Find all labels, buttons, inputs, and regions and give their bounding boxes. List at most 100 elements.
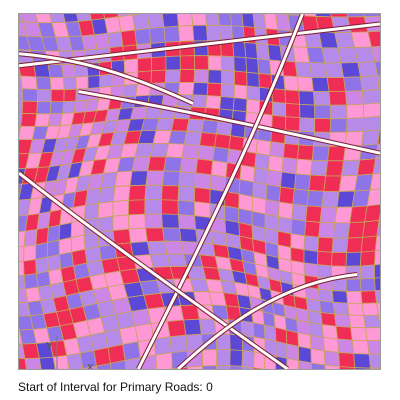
city-block bbox=[308, 174, 327, 192]
city-block bbox=[350, 326, 368, 342]
city-block bbox=[149, 142, 170, 158]
city-block bbox=[134, 28, 152, 46]
city-block bbox=[329, 104, 348, 120]
city-block bbox=[364, 204, 380, 223]
city-block bbox=[374, 263, 380, 279]
city-block bbox=[83, 202, 100, 221]
city-block bbox=[362, 115, 380, 132]
city-block bbox=[163, 240, 185, 255]
city-block bbox=[371, 46, 380, 63]
city-block bbox=[110, 359, 127, 369]
city-block bbox=[177, 82, 195, 96]
city-block bbox=[233, 70, 248, 87]
city-block bbox=[319, 300, 336, 315]
city-block bbox=[169, 334, 188, 354]
city-block bbox=[324, 62, 345, 78]
city-block bbox=[317, 264, 333, 279]
city-block bbox=[298, 360, 312, 369]
road-southwest bbox=[19, 171, 289, 369]
city-map-viewport[interactable]: y x bbox=[18, 13, 381, 370]
city-block bbox=[130, 241, 151, 257]
city-block bbox=[178, 171, 197, 188]
city-block bbox=[290, 218, 307, 237]
city-block bbox=[255, 43, 270, 61]
city-block bbox=[112, 214, 130, 232]
city-block bbox=[191, 14, 207, 26]
road-southeast bbox=[177, 273, 358, 369]
city-block bbox=[117, 14, 136, 33]
city-block bbox=[378, 89, 380, 104]
city-block bbox=[215, 120, 233, 137]
city-block bbox=[194, 55, 209, 71]
city-block bbox=[332, 222, 351, 239]
city-block bbox=[298, 90, 315, 106]
city-block bbox=[343, 76, 363, 92]
city-block bbox=[177, 214, 197, 230]
city-block bbox=[317, 236, 334, 253]
city-block bbox=[230, 14, 244, 27]
city-block bbox=[331, 251, 348, 267]
city-block bbox=[23, 228, 38, 247]
city-block bbox=[377, 314, 380, 328]
axis-indicator: y x bbox=[43, 336, 103, 369]
road-northwest bbox=[19, 22, 380, 68]
city-block bbox=[75, 75, 89, 90]
city-block bbox=[360, 75, 380, 92]
city-block bbox=[23, 273, 39, 290]
city-block bbox=[232, 41, 247, 59]
city-block bbox=[21, 88, 38, 103]
city-block bbox=[205, 95, 222, 110]
city-block bbox=[163, 156, 183, 173]
city-block bbox=[50, 89, 65, 103]
city-block bbox=[193, 201, 211, 218]
city-block bbox=[194, 172, 212, 190]
city-block bbox=[82, 365, 98, 369]
city-block bbox=[20, 113, 38, 127]
city-block bbox=[374, 289, 380, 304]
city-block bbox=[186, 118, 205, 133]
city-block bbox=[340, 62, 361, 78]
city-block bbox=[183, 130, 203, 146]
city-block bbox=[323, 350, 340, 367]
city-block bbox=[36, 101, 52, 115]
city-block bbox=[244, 41, 259, 60]
city-block bbox=[164, 69, 181, 84]
city-block bbox=[318, 221, 336, 239]
city-block bbox=[357, 61, 378, 78]
city-block bbox=[192, 82, 209, 96]
city-block bbox=[35, 226, 49, 246]
city-block bbox=[241, 365, 254, 369]
city-block bbox=[255, 139, 272, 157]
city-block bbox=[201, 119, 219, 135]
city-block bbox=[122, 83, 138, 98]
city-block bbox=[346, 103, 365, 119]
city-block bbox=[206, 82, 222, 97]
city-map-canvas[interactable] bbox=[19, 14, 380, 369]
city-block bbox=[209, 174, 227, 192]
city-block bbox=[96, 362, 112, 369]
city-block bbox=[360, 235, 378, 253]
city-block bbox=[275, 340, 288, 359]
road-upper-left bbox=[19, 52, 194, 105]
city-block bbox=[277, 201, 294, 220]
city-block bbox=[112, 199, 130, 217]
city-block bbox=[292, 188, 310, 207]
city-block bbox=[306, 189, 325, 208]
city-block bbox=[181, 143, 201, 160]
city-block bbox=[137, 57, 153, 73]
city-block bbox=[144, 184, 163, 201]
city-block bbox=[310, 362, 326, 369]
city-block bbox=[281, 157, 298, 175]
city-block bbox=[49, 101, 65, 115]
city-block bbox=[23, 258, 37, 276]
city-block bbox=[155, 117, 175, 132]
city-block bbox=[346, 290, 363, 304]
city-block bbox=[177, 199, 196, 217]
city-block bbox=[359, 264, 375, 280]
city-block bbox=[23, 244, 37, 262]
city-block bbox=[290, 233, 306, 251]
city-block bbox=[284, 116, 301, 132]
city-block bbox=[378, 212, 380, 221]
city-block bbox=[284, 89, 301, 105]
city-block bbox=[187, 365, 203, 369]
